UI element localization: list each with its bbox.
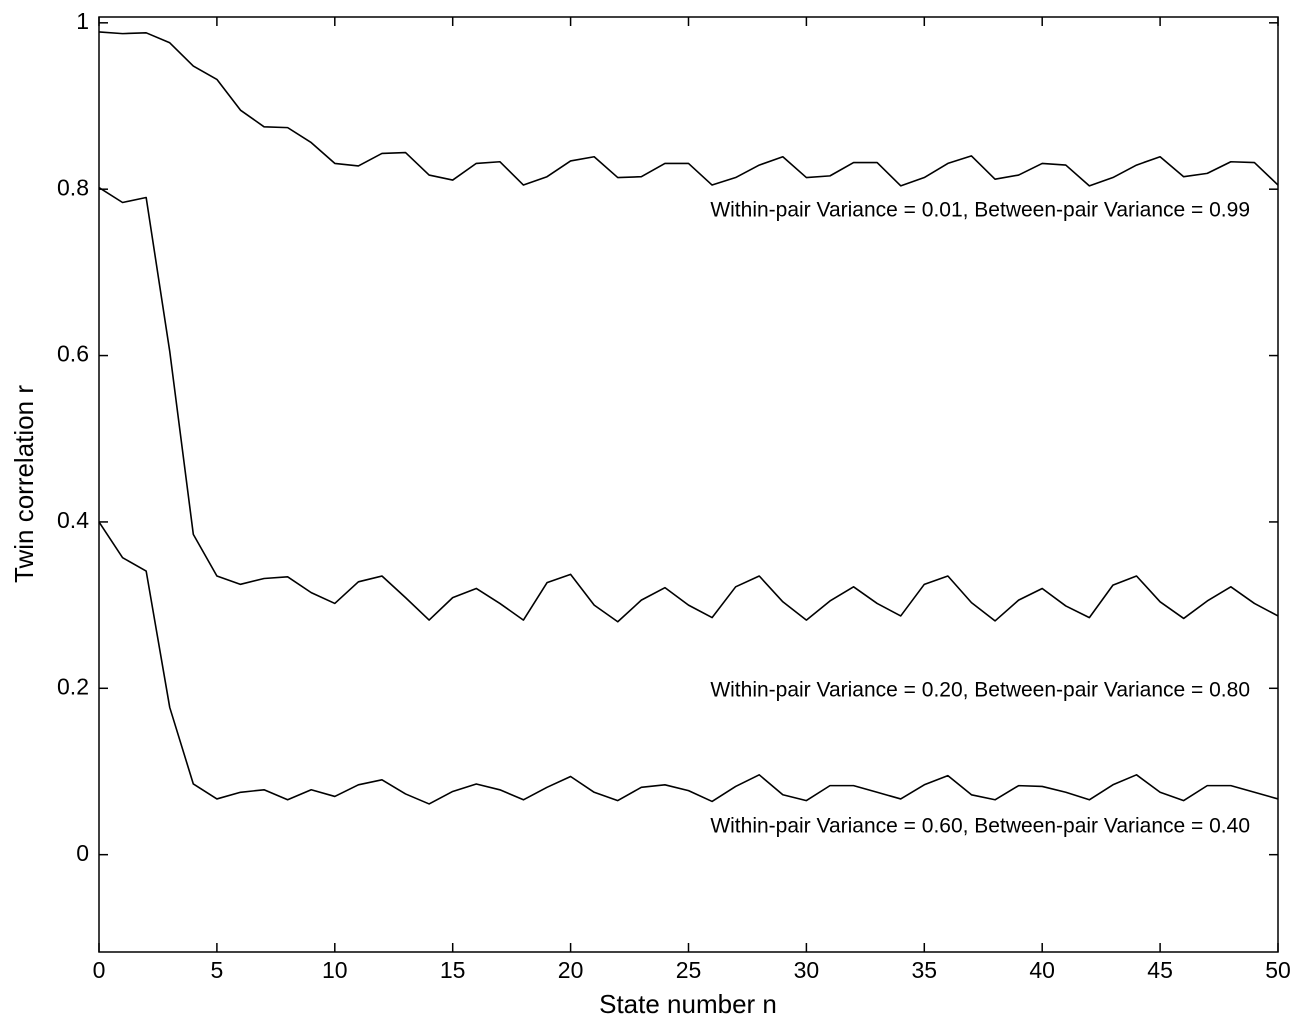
series-label: Within-pair Variance = 0.60, Between-pai…	[710, 814, 1250, 837]
series-line	[98, 186, 1279, 623]
plot-frame	[98, 16, 1279, 953]
x-tick-label: 0	[93, 957, 106, 983]
x-tick-label: 10	[322, 957, 348, 983]
x-tick-label: 35	[912, 957, 938, 983]
x-tick-label: 50	[1265, 957, 1291, 983]
x-axis-label: State number n	[599, 989, 777, 1019]
series-line	[98, 521, 1279, 805]
y-tick-label: 1	[76, 8, 89, 34]
series-label: Within-pair Variance = 0.01, Between-pai…	[710, 199, 1250, 222]
series-label: Within-pair Variance = 0.20, Between-pai…	[710, 678, 1250, 701]
y-tick-label: 0	[76, 840, 89, 866]
y-tick-label: 0.6	[57, 341, 89, 367]
y-tick-label: 0.2	[57, 673, 89, 699]
y-tick-label: 0.4	[57, 507, 89, 533]
x-tick-label: 15	[440, 957, 466, 983]
x-tick-label: 20	[558, 957, 584, 983]
x-tick-label: 5	[211, 957, 224, 983]
y-tick-label: 0.8	[57, 174, 89, 200]
x-tick-label: 40	[1029, 957, 1055, 983]
x-tick-label: 25	[676, 957, 702, 983]
y-axis-label: Twin correlation r	[9, 385, 39, 583]
series-line	[98, 31, 1279, 187]
x-tick-label: 45	[1147, 957, 1173, 983]
x-tick-label: 30	[794, 957, 820, 983]
